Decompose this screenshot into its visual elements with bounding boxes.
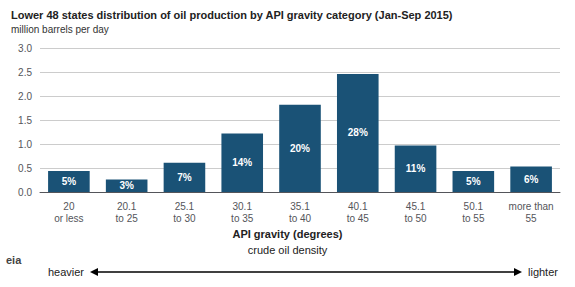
svg-text:3%: 3% [119,180,134,191]
svg-text:5%: 5% [466,176,481,187]
svg-text:or less: or less [54,213,83,224]
svg-text:25.1: 25.1 [175,201,195,212]
svg-text:to 30: to 30 [173,213,196,224]
svg-text:1.5: 1.5 [18,115,32,126]
svg-text:0.5: 0.5 [18,163,32,174]
svg-text:20%: 20% [290,143,310,154]
svg-text:35.1: 35.1 [290,201,310,212]
svg-text:crude oil density: crude oil density [248,244,328,256]
svg-text:to 50: to 50 [404,213,427,224]
svg-text:to 45: to 45 [347,213,370,224]
svg-text:28%: 28% [348,127,368,138]
svg-text:more than: more than [509,201,554,212]
svg-text:30.1: 30.1 [232,201,252,212]
svg-text:5%: 5% [62,176,77,187]
svg-text:20: 20 [63,201,75,212]
svg-text:55: 55 [526,213,538,224]
svg-text:50.1: 50.1 [464,201,484,212]
svg-text:14%: 14% [232,157,252,168]
svg-text:20.1: 20.1 [117,201,137,212]
svg-text:11%: 11% [406,163,426,174]
svg-text:2.0: 2.0 [18,91,32,102]
svg-text:3.0: 3.0 [18,43,32,54]
svg-text:to 40: to 40 [289,213,312,224]
svg-text:40.1: 40.1 [348,201,368,212]
svg-text:API gravity (degrees): API gravity (degrees) [232,228,342,240]
svg-text:to 35: to 35 [231,213,254,224]
svg-text:to 25: to 25 [116,213,139,224]
svg-text:6%: 6% [524,174,539,185]
svg-text:1.0: 1.0 [18,139,32,150]
svg-text:Lower 48 states distribution o: Lower 48 states distribution of oil prod… [11,9,453,21]
svg-text:7%: 7% [177,172,192,183]
svg-text:2.5: 2.5 [18,67,32,78]
svg-text:eia: eia [6,254,22,266]
svg-text:45.1: 45.1 [406,201,426,212]
svg-text:0.0: 0.0 [18,187,32,198]
svg-text:million barrels per day: million barrels per day [11,24,109,35]
svg-text:to 55: to 55 [462,213,485,224]
svg-text:lighter: lighter [528,266,558,278]
svg-text:heavier: heavier [48,266,84,278]
